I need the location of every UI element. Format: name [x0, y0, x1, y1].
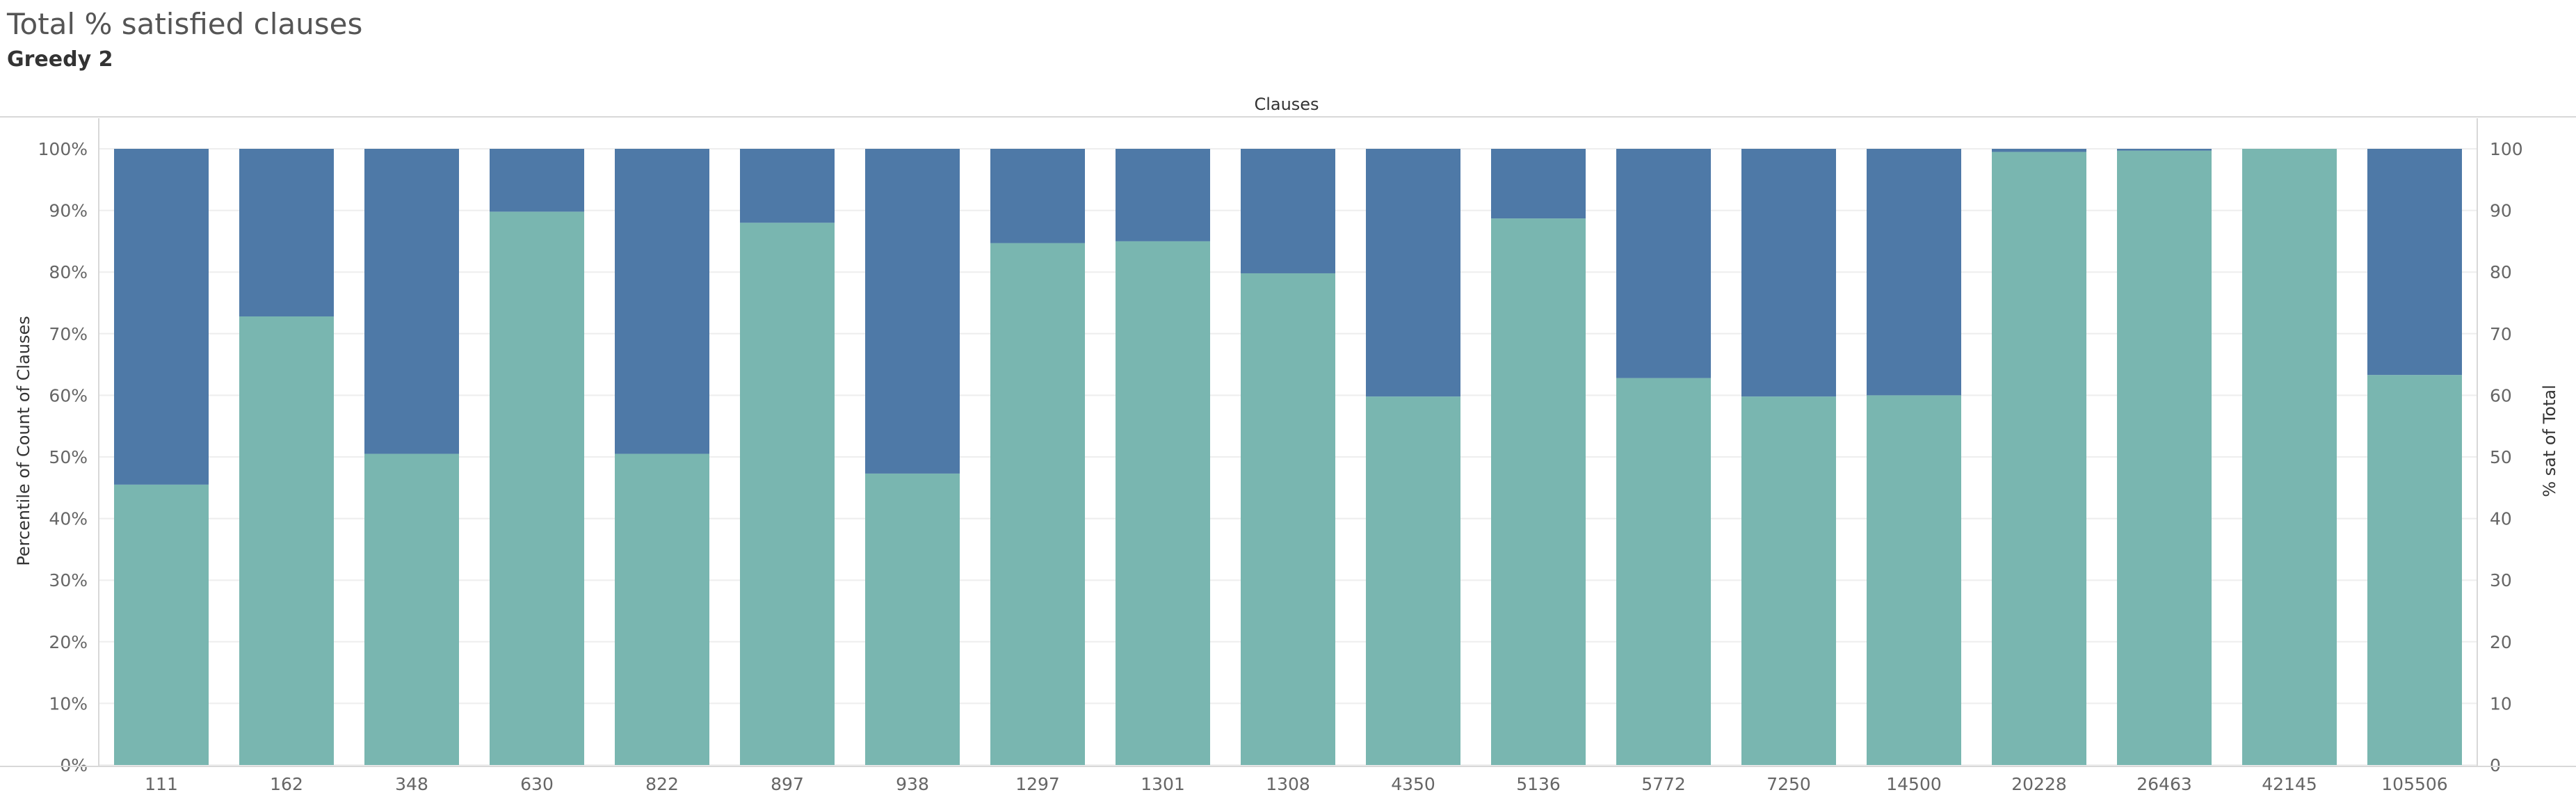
bar-satisfied-105506 [2367, 375, 2462, 765]
bar-satisfied-1301 [1116, 241, 1210, 765]
y-tick-label-right: 0 [2490, 755, 2501, 775]
x-tick-label: 105506 [2381, 774, 2447, 794]
x-tick-label: 1301 [1141, 774, 1185, 794]
bars-layer [114, 149, 2462, 766]
y-tick-label-left: 10% [49, 693, 88, 714]
bar-unsatisfied-897 [740, 149, 835, 223]
y-tick-label-left: 0% [60, 755, 88, 775]
x-tick-label: 111 [145, 774, 178, 794]
y-tick-label-left: 80% [49, 262, 88, 282]
bar-satisfied-20228 [1992, 152, 2086, 765]
x-tick-label: 162 [270, 774, 303, 794]
bar-unsatisfied-5136 [1491, 149, 1586, 219]
y-tick-label-right: 80 [2490, 262, 2512, 282]
x-tick-label: 20228 [2011, 774, 2067, 794]
x-tick-label: 938 [896, 774, 929, 794]
bar-unsatisfied-20228 [1992, 149, 2086, 152]
x-tick-label: 4350 [1391, 774, 1435, 794]
chart-subtitle: Greedy 2 [7, 47, 113, 72]
bar-satisfied-348 [364, 453, 459, 765]
bar-satisfied-1297 [990, 243, 1085, 766]
bar-satisfied-1308 [1241, 273, 1335, 765]
x-tick-label: 822 [645, 774, 679, 794]
bar-satisfied-5772 [1616, 378, 1711, 765]
x-tick-label: 630 [520, 774, 554, 794]
axis-layer: 0% 10% 20% 30% 40% 50% 60% 70% 80% 90% 100% 0 10 20 30… [0, 118, 2576, 794]
chart-title: Total % satisfied clauses [7, 7, 363, 41]
x-tick-label: 5772 [1641, 774, 1686, 794]
y-axis-label: Percentile of Count of Clauses [14, 316, 33, 566]
bar-satisfied-162 [239, 316, 334, 765]
bar-unsatisfied-26463 [2117, 149, 2212, 151]
x-tick-label: 1308 [1266, 774, 1310, 794]
x-tick-label: 897 [771, 774, 804, 794]
y-tick-label-right: 60 [2490, 385, 2512, 405]
y-tick-label-left: 70% [49, 324, 88, 344]
bar-unsatisfied-630 [490, 149, 584, 212]
y-tick-label-left: 100% [38, 139, 88, 159]
x-tick-label: 1297 [1015, 774, 1060, 794]
y-tick-label-right: 20 [2490, 632, 2512, 652]
y-tick-label-left: 30% [49, 570, 88, 590]
y-tick-label-left: 90% [49, 201, 88, 221]
bar-satisfied-111 [114, 484, 209, 765]
y-tick-label-left: 60% [49, 385, 88, 405]
bar-satisfied-5136 [1491, 218, 1586, 765]
column-header: Clauses [1254, 95, 1319, 114]
bar-unsatisfied-1301 [1116, 149, 1210, 241]
bar-unsatisfied-4350 [1366, 149, 1460, 397]
bar-unsatisfied-105506 [2367, 149, 2462, 376]
y-tick-label-left: 40% [49, 509, 88, 529]
x-tick-label: 42145 [2262, 774, 2317, 794]
y-tick-label-right: 30 [2490, 570, 2512, 590]
bar-unsatisfied-348 [364, 149, 459, 454]
y-tick-label-left: 20% [49, 632, 88, 652]
x-tick-label: 348 [395, 774, 428, 794]
bar-unsatisfied-938 [865, 149, 960, 474]
bar-satisfied-822 [615, 453, 709, 765]
x-tick-label: 5136 [1516, 774, 1561, 794]
bar-satisfied-897 [740, 223, 835, 765]
bar-satisfied-14500 [1867, 395, 1961, 765]
bar-unsatisfied-5772 [1616, 149, 1711, 378]
bar-satisfied-938 [865, 473, 960, 765]
bar-unsatisfied-162 [239, 149, 334, 316]
y-tick-label-right: 70 [2490, 324, 2512, 344]
y-tick-label-left: 50% [49, 447, 88, 467]
y-tick-label-right: 40 [2490, 509, 2512, 529]
x-tick-label: 26463 [2136, 774, 2192, 794]
bar-unsatisfied-1308 [1241, 149, 1335, 273]
bar-unsatisfied-1297 [990, 149, 1085, 243]
y-tick-label-right: 50 [2490, 447, 2512, 467]
bar-unsatisfied-7250 [1741, 149, 1836, 397]
x-tick-label: 7250 [1766, 774, 1811, 794]
bar-unsatisfied-14500 [1867, 149, 1961, 396]
y-tick-label-right: 100 [2490, 139, 2523, 159]
x-tick-label: 14500 [1886, 774, 1942, 794]
bar-satisfied-7250 [1741, 396, 1836, 765]
bar-unsatisfied-111 [114, 149, 209, 485]
bar-satisfied-630 [490, 211, 584, 765]
y-axis-label-right: % sat of Total [2540, 385, 2559, 497]
y-tick-label-right: 10 [2490, 693, 2512, 714]
bar-unsatisfied-822 [615, 149, 709, 454]
y-tick-label-right: 90 [2490, 201, 2512, 221]
bar-satisfied-42145 [2242, 149, 2337, 765]
bar-satisfied-4350 [1366, 396, 1460, 765]
bar-satisfied-26463 [2117, 150, 2212, 765]
